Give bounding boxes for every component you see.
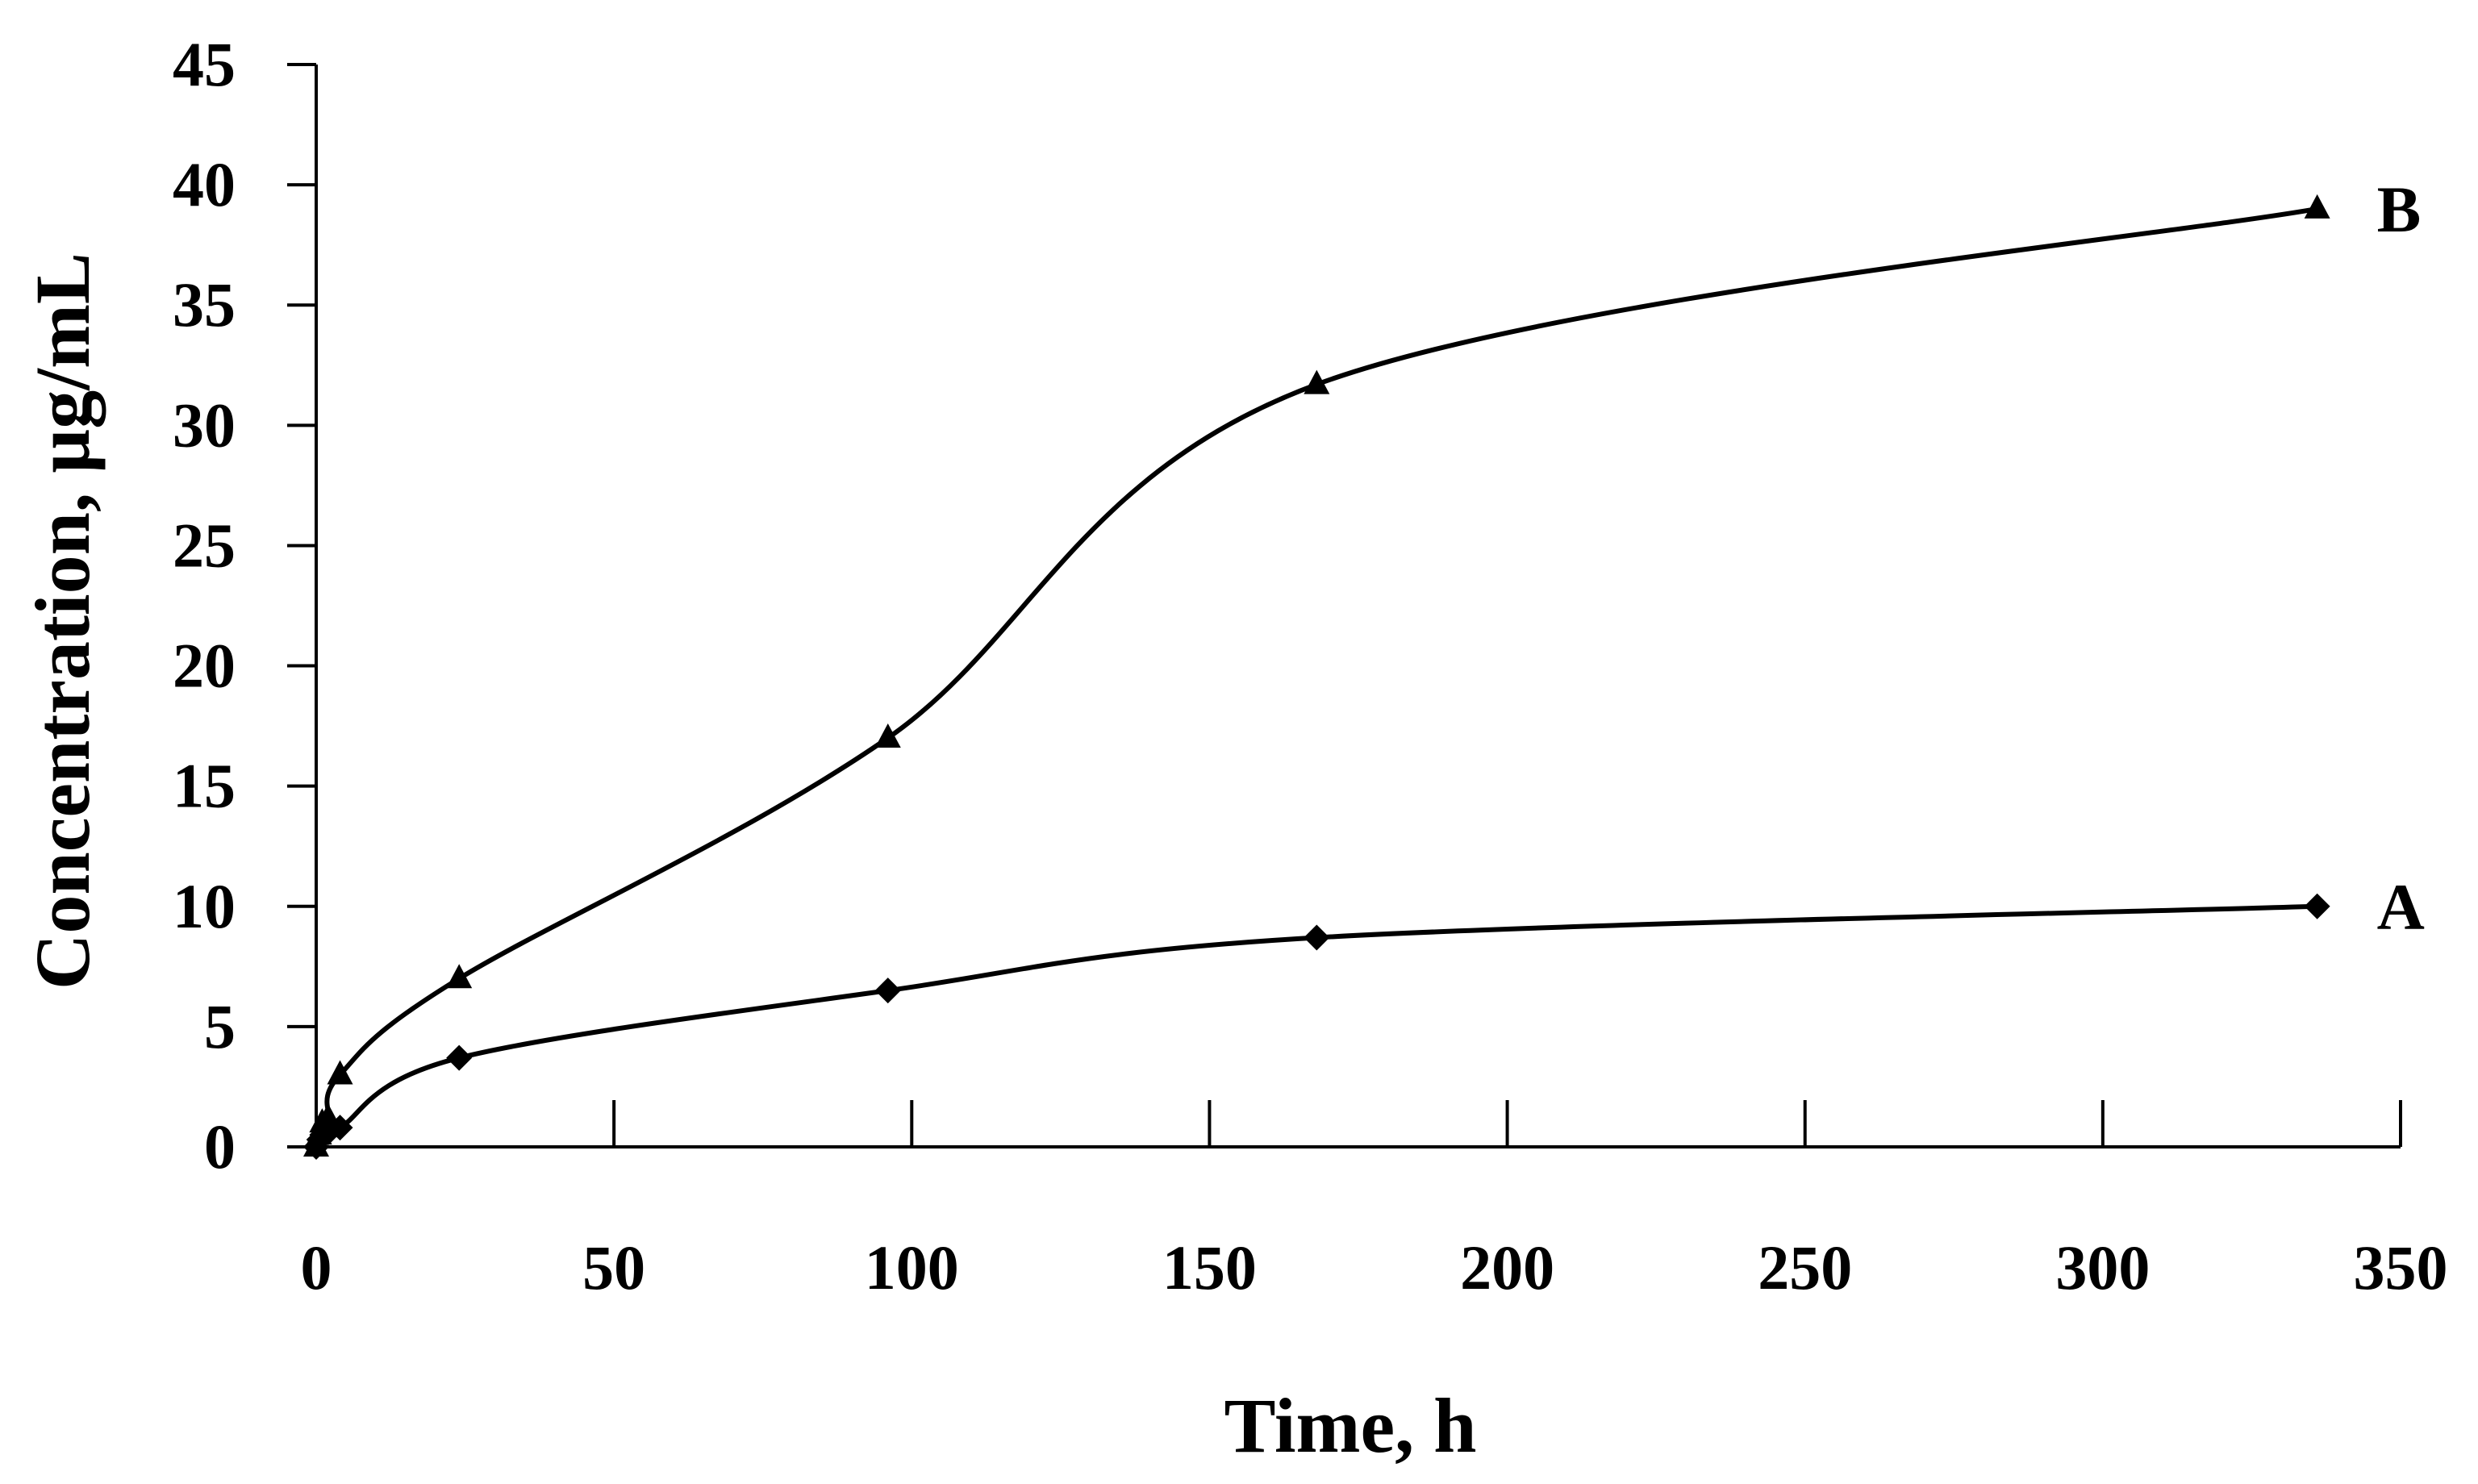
y-axis-title: Concentration, µg/mL <box>19 252 106 990</box>
series-layer: AB <box>303 173 2425 1160</box>
data-point-diamond <box>2304 893 2330 919</box>
series-label-B: B <box>2377 173 2422 246</box>
y-tick-label: 20 <box>173 631 236 701</box>
y-tick-label: 45 <box>173 29 236 99</box>
series-B: B <box>303 173 2421 1157</box>
x-tick-label: 250 <box>1758 1232 1852 1303</box>
data-point-triangle <box>315 1103 341 1128</box>
data-point-triangle <box>2304 194 2330 219</box>
y-ticks: 0 5 10 15 20 25 30 35 40 45 <box>173 29 316 1182</box>
y-tick-label: 5 <box>204 991 236 1061</box>
axes <box>315 65 2401 1148</box>
data-point-diamond <box>874 978 901 1004</box>
y-tick-label: 25 <box>173 510 236 580</box>
data-point-diamond <box>446 1044 473 1071</box>
y-tick-label: 35 <box>173 269 236 340</box>
x-tick-label: 50 <box>582 1232 645 1303</box>
x-ticks: 0 50 100 150 200 250 300 350 <box>301 1100 2448 1303</box>
x-tick-label: 350 <box>2354 1232 2448 1303</box>
x-axis-title: Time, h <box>1224 1382 1477 1469</box>
data-point-triangle <box>1304 369 1330 394</box>
y-tick-label: 30 <box>173 390 236 460</box>
series-line <box>314 206 2320 1149</box>
x-tick-label: 300 <box>2055 1232 2150 1303</box>
data-point-diamond <box>1304 924 1330 951</box>
data-point-triangle <box>446 964 473 989</box>
y-tick-label: 10 <box>173 871 236 941</box>
x-tick-label: 0 <box>301 1232 332 1303</box>
x-tick-label: 100 <box>865 1232 959 1303</box>
x-tick-label: 150 <box>1162 1232 1257 1303</box>
data-point-triangle <box>874 723 901 748</box>
series-A: A <box>303 870 2425 1160</box>
series-label-A: A <box>2377 870 2425 944</box>
data-point-triangle <box>327 1060 353 1085</box>
x-tick-label: 200 <box>1460 1232 1554 1303</box>
y-tick-label: 40 <box>173 149 236 219</box>
y-tick-label: 0 <box>204 1111 236 1182</box>
y-tick-label: 15 <box>173 751 236 821</box>
